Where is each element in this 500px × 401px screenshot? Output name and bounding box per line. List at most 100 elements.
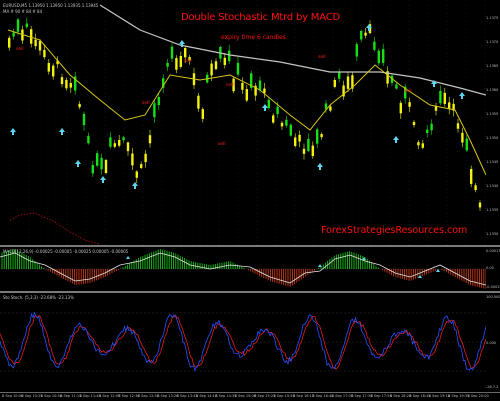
candle xyxy=(430,123,433,131)
candle xyxy=(78,103,81,108)
candle xyxy=(386,71,389,84)
sell-signal-label: sell xyxy=(226,82,234,88)
time-label: 8 Sep 17:05 xyxy=(331,394,353,398)
candle xyxy=(329,106,332,111)
candle xyxy=(153,103,156,118)
candle xyxy=(307,138,310,151)
stochastic-main-line xyxy=(0,311,486,372)
time-label: 8 Sep 14:10 xyxy=(196,394,218,398)
candle xyxy=(82,113,86,126)
pane-separator[interactable] xyxy=(0,245,500,247)
candle xyxy=(140,164,143,168)
candle xyxy=(333,79,336,87)
time-label: 8 Sep 14:35 xyxy=(215,394,237,398)
candle xyxy=(157,97,160,106)
candle xyxy=(390,75,394,83)
indicator-trace xyxy=(9,212,101,245)
price-axis[interactable]: 1.1375 1.1370 1.1365 1.1360 1.1355 1.135… xyxy=(486,0,500,245)
candle xyxy=(412,121,416,126)
time-label: 8 Sep 18:45 xyxy=(409,394,431,398)
time-label: 8 Sep 19:35 xyxy=(448,394,470,398)
candle xyxy=(360,31,363,40)
stochastic-pane[interactable]: Sto Stoch. (5,3,3) -23.68% -23.13% xyxy=(0,293,486,392)
candle xyxy=(324,103,328,110)
sell-signal-label: sell xyxy=(404,88,412,94)
stochastic-axis[interactable]: 100.000 0.000 -26.7.2 xyxy=(486,293,500,392)
sell-signal-label: sell xyxy=(142,100,150,106)
price-chart-pane[interactable]: sell sell sell sell sell sell sell EURUSD,M5 1… xyxy=(0,0,486,245)
time-label: 8 Sep 18:20 xyxy=(390,394,412,398)
buy-arrow-icon xyxy=(459,92,465,99)
candle xyxy=(421,143,424,148)
time-label: 8 Sep 13:20 xyxy=(157,394,179,398)
price-tick: 1.1365 xyxy=(486,64,499,68)
time-label: 8 Sep 11:15 xyxy=(60,394,82,398)
price-tick: 1.1330 xyxy=(486,232,499,236)
candle xyxy=(241,82,244,90)
candle xyxy=(228,50,231,62)
macd-tick: 0.00 xyxy=(486,266,494,270)
candle xyxy=(470,169,473,184)
chart-title: Double Stochastic Mtrd by MACD xyxy=(181,12,340,23)
candle xyxy=(52,65,55,77)
time-label: 8 Sep 19:10 xyxy=(428,394,450,398)
buy-arrow-icon xyxy=(75,160,81,167)
candle xyxy=(43,49,46,58)
candle xyxy=(223,57,226,65)
time-label: 8 Sep 12:30 xyxy=(118,394,140,398)
macd-axis[interactable]: 0.000173 0.00 -0.000291 xyxy=(486,247,500,291)
candle xyxy=(113,143,116,147)
buy-arrow-icon xyxy=(100,176,106,183)
candle xyxy=(342,85,345,97)
candle xyxy=(25,23,28,28)
candle xyxy=(179,55,182,67)
candle xyxy=(65,79,68,89)
macd-arrow-icon xyxy=(318,264,322,267)
time-label: 8 Sep 16:15 xyxy=(293,394,315,398)
candle xyxy=(351,75,354,89)
time-label: 8 Sep 10:00 xyxy=(2,394,24,398)
candle xyxy=(135,171,138,178)
time-axis[interactable]: 8 Sep 10:00 8 Sep 10:25 8 Sep 10:50 8 Sep 1… xyxy=(0,392,500,401)
chart-subtitle: expiry time 6 candles xyxy=(221,34,286,41)
candle xyxy=(175,58,178,70)
macd-pane[interactable]: MACD(12,26,9) -0.00025 -0.00005 -0.00025… xyxy=(0,247,486,291)
time-label: 8 Sep 16:40 xyxy=(312,394,334,398)
pane-separator[interactable] xyxy=(0,291,500,293)
price-tick: 1.1350 xyxy=(486,136,499,140)
macd-arrow-icon xyxy=(418,275,422,278)
candle xyxy=(210,63,213,76)
candle xyxy=(377,50,380,64)
candle xyxy=(74,76,77,91)
candle xyxy=(100,157,103,170)
candle xyxy=(439,90,442,104)
candle xyxy=(280,122,284,127)
stochastic-tick: 100.000 xyxy=(486,295,500,299)
candle xyxy=(364,32,367,36)
candle xyxy=(443,92,446,104)
candle xyxy=(60,77,64,85)
buy-arrow-icon xyxy=(431,80,437,87)
time-label: 8 Sep 15:00 xyxy=(234,394,256,398)
price-tick: 1.1375 xyxy=(486,16,499,20)
candle xyxy=(311,145,314,157)
macd-header: MACD(12,26,9) -0.00025 -0.00005 -0.00025… xyxy=(3,249,129,254)
candle xyxy=(170,46,174,59)
candle xyxy=(109,137,112,147)
macd-canvas xyxy=(0,249,486,289)
candle xyxy=(118,139,121,146)
candle xyxy=(316,129,319,144)
candle xyxy=(96,153,99,166)
candle xyxy=(30,29,33,44)
time-label: 8 Sep 10:50 xyxy=(40,394,62,398)
candle xyxy=(250,73,253,88)
buy-arrow-icon xyxy=(10,128,16,135)
time-label: 8 Sep 20:00 xyxy=(467,394,489,398)
candle xyxy=(188,57,191,61)
time-label: 8 Sep 11:40 xyxy=(79,394,101,398)
stochastic-tick: 0.000 xyxy=(486,341,497,345)
candle xyxy=(214,61,218,70)
price-tick: 1.1335 xyxy=(486,208,499,212)
price-tick: 1.1370 xyxy=(486,40,499,44)
candle xyxy=(373,41,376,50)
